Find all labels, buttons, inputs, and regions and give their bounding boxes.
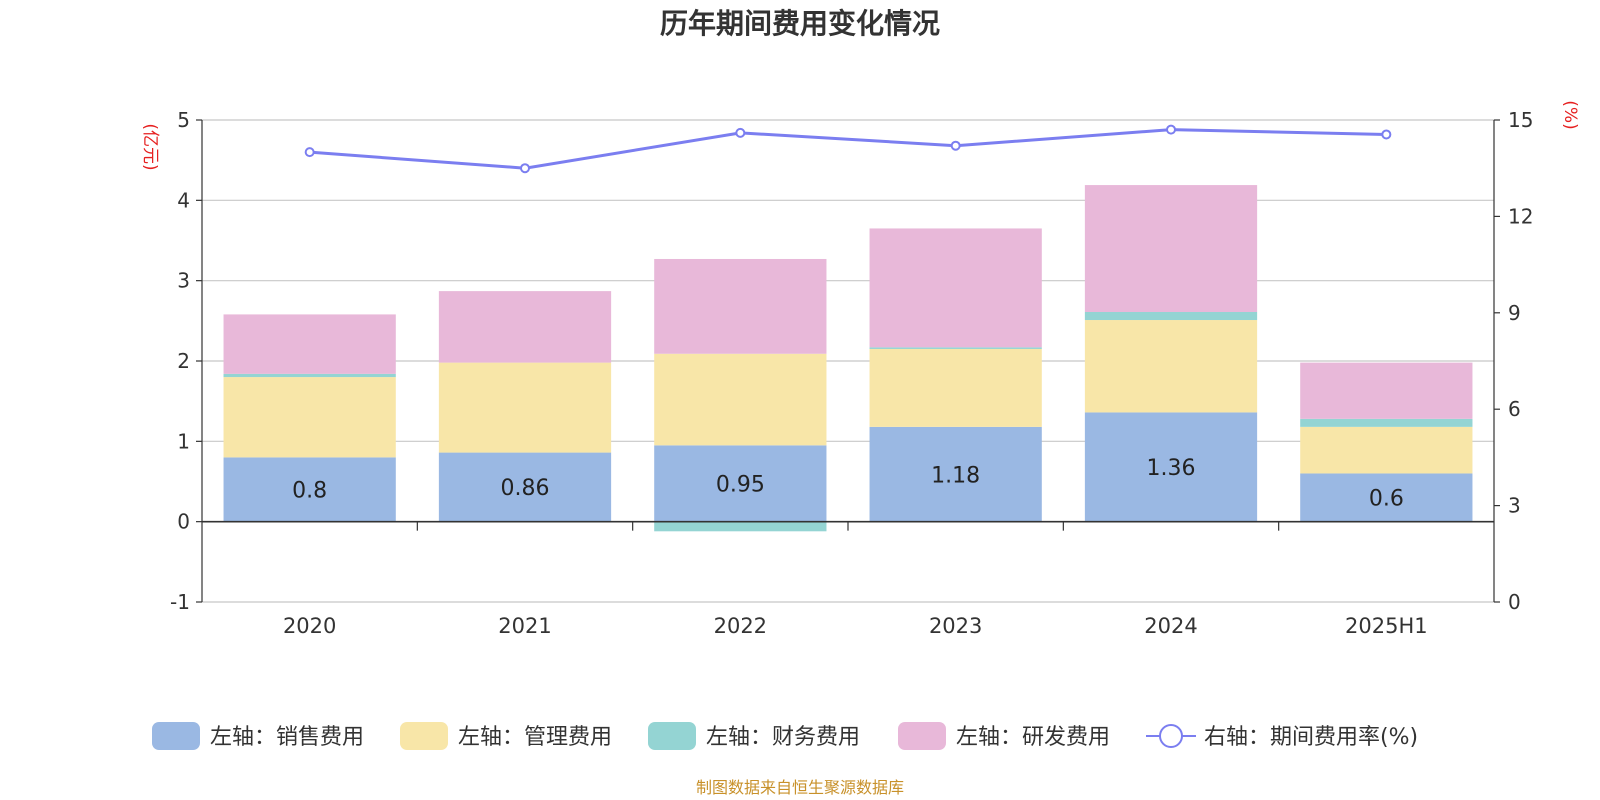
left-tick-label: 4	[177, 188, 190, 212]
category-label: 2023	[929, 614, 982, 638]
chart-title: 历年期间费用变化情况	[660, 7, 940, 40]
legend-label: 左轴：管理费用	[458, 725, 612, 750]
bar-segment	[1084, 320, 1258, 413]
bar-segment	[223, 373, 396, 378]
legend-swatch	[648, 722, 696, 750]
legend-swatch	[400, 722, 448, 750]
bar-segment	[869, 228, 1042, 348]
bar-segment	[438, 291, 612, 363]
bar-data-label: 0.95	[716, 473, 765, 498]
legend-label: 左轴：销售费用	[210, 725, 364, 750]
bar-segment	[1300, 362, 1473, 419]
left-tick-label: 2	[177, 349, 190, 373]
legend-label: 左轴：研发费用	[956, 725, 1110, 750]
bar-segment	[654, 353, 827, 446]
left-tick-label: 3	[177, 269, 190, 293]
bar-segment	[223, 314, 396, 374]
rate-line	[304, 124, 1392, 174]
bar-segment	[1084, 412, 1258, 522]
rate-point	[304, 147, 315, 158]
right-tick-label: 12	[1508, 204, 1533, 228]
bar-segment	[1084, 311, 1258, 321]
bar-data-label: 0.6	[1369, 487, 1404, 512]
bar-data-label: 0.86	[501, 476, 550, 501]
rate-point	[735, 127, 746, 138]
category-label: 2022	[714, 614, 767, 638]
rate-point	[950, 140, 961, 151]
rate-point	[1166, 124, 1176, 135]
bar-segment	[438, 452, 612, 522]
legend: 左轴：销售费用 左轴：管理费用 左轴：财务费用 左轴：研发费用 右轴：期间费用率(%)	[152, 722, 1418, 750]
bar-segment	[869, 347, 1042, 349]
bar-segment	[869, 348, 1042, 427]
bar-segment	[1084, 185, 1258, 312]
right-tick-label: 0	[1508, 590, 1521, 614]
category-label: 2024	[1144, 614, 1197, 638]
left-tick-label: -1	[170, 590, 190, 614]
legend-label: 右轴：期间费用率(%)	[1204, 725, 1418, 750]
legend-marker	[1159, 724, 1183, 748]
bar-segment	[869, 426, 1042, 522]
source-note: 制图数据来自恒生聚源数据库	[696, 778, 904, 797]
category-label: 2021	[498, 614, 551, 638]
bar-data-label: 0.8	[292, 479, 327, 504]
bar-data-label: 1.18	[931, 463, 980, 488]
right-tick-label: 6	[1508, 397, 1521, 421]
right-tick-label: 15	[1508, 108, 1533, 132]
right-tick-label: 3	[1508, 494, 1521, 518]
bar-segment	[1300, 418, 1473, 427]
legend-swatch	[898, 722, 946, 750]
left-tick-label: 1	[177, 429, 190, 453]
bar-segment	[438, 362, 612, 453]
left-axis-unit: (亿元)	[140, 123, 160, 170]
bar-data-label: 1.36	[1147, 456, 1196, 481]
data-labels: 0.8 0.86 0.95 1.18 1.36 0.6	[292, 456, 1404, 512]
bar-segment	[654, 258, 827, 354]
bar-segment	[223, 377, 396, 458]
left-tick-label: 5	[177, 108, 190, 132]
rate-point	[520, 163, 530, 174]
rate-line-path	[309, 128, 1387, 170]
legend-swatch	[152, 722, 200, 750]
grid	[202, 119, 1494, 603]
category-label: 2025H1	[1345, 614, 1428, 638]
bar-segment	[654, 521, 827, 532]
bar-segment	[223, 457, 396, 522]
bar-segment	[654, 445, 827, 522]
bars	[223, 185, 1473, 532]
right-axis-unit: (%)	[1560, 100, 1580, 129]
bar-segment	[1300, 473, 1473, 522]
bar-segment	[1300, 426, 1473, 474]
right-tick-label: 9	[1508, 301, 1521, 325]
rate-point	[1381, 129, 1392, 140]
category-label: 2020	[283, 614, 336, 638]
left-tick-label: 0	[177, 510, 190, 534]
legend-label: 左轴：财务费用	[706, 725, 860, 750]
